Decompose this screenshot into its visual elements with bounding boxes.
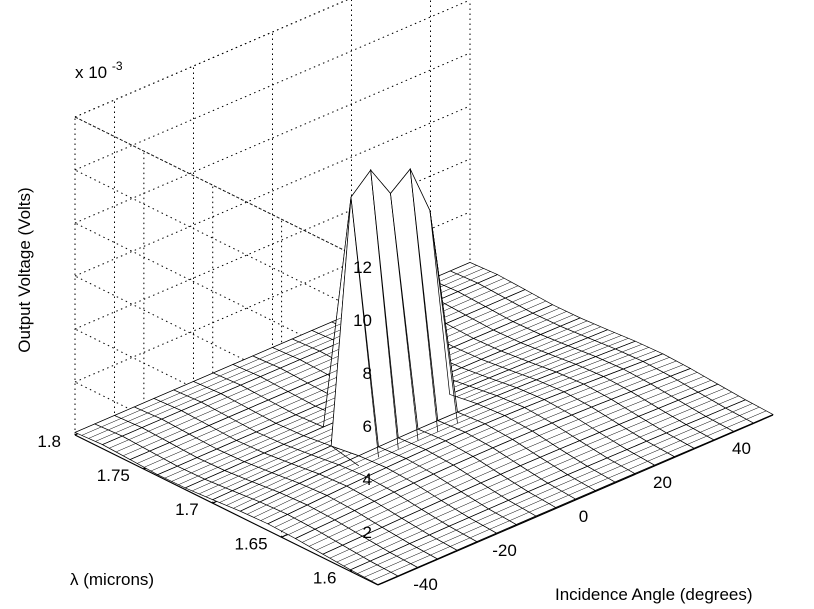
y-tick-label: 1.6 [313,568,337,587]
peak-edge [350,197,379,458]
surface-hatch-line [123,285,519,456]
y-tick-label: 1.75 [97,466,130,485]
surface-hatch-line [315,380,712,551]
surface-hatch-line [295,368,691,539]
surface-hatch-line [130,289,526,460]
surface-hatch-line [357,403,753,574]
z-tick-label: 4 [363,470,372,489]
surface-hatch-line [336,391,732,563]
tick-labels: 2 4 6 8 10 12 1.6 1.65 1.7 1.75 1.8 -40 -20 0 20 40 [37,258,751,594]
surface-hatch-line [253,347,650,518]
x-tick-label: 0 [579,507,588,526]
y-axis-line [74,434,379,586]
grid-line-z [74,0,349,118]
z-exponent-power: -3 [112,59,123,73]
surface-hatch-line [260,350,656,521]
x-tick-label: -40 [413,575,438,594]
x-tick-label: -20 [492,541,517,560]
peak-edge [429,210,458,424]
grid-line-z [74,211,471,383]
z-tick-label: 12 [353,258,372,277]
grid-line-z [74,105,471,277]
z-exponent-base: x 10 [75,63,107,82]
peak-edge [331,445,359,467]
surface-hatch-line [329,387,725,559]
surface-hatch-line [247,343,643,515]
x-axis-label: Incidence Angle (degrees) [555,585,753,604]
surface-hatch-line [371,410,767,582]
surface-hatch-line [274,357,670,528]
y-axis-label: λ (microns) [70,570,154,589]
z-tick-label: 6 [363,417,372,436]
surface-hatch-line [377,414,774,585]
y-tick-label: 1.65 [234,534,267,553]
surface-hatch-line [302,372,698,543]
z-axis-label: Output Voltage (Volts) [15,187,34,352]
surface-mesh [74,167,774,585]
surface-hatch-line [267,353,663,525]
z-tick-label: 2 [363,523,372,542]
peak-edge [390,193,419,441]
surface-hatch-line [288,364,684,535]
surface-hatch-line [136,293,533,464]
peak-face [429,210,479,413]
surface-hatch-line [116,281,512,453]
x-tick-label: 20 [653,473,672,492]
grid-line-z [74,116,379,268]
surface-hatch-line [322,383,718,555]
peak-edge [370,170,399,449]
grid-line-z [74,116,379,268]
x-tick-label: 40 [732,439,751,458]
grid-line-z [74,169,379,321]
grid-line-z [74,52,471,224]
z-tick-label: 8 [363,364,372,383]
z-tick-label: 10 [353,311,372,330]
peak-edge [409,169,439,432]
y-tick-label: 1.8 [37,432,61,451]
y-tick-label: 1.7 [175,500,199,519]
surface-hatch-line [308,376,705,547]
z-exponent-label: x 10 -3 [75,59,123,82]
surface-hatch-line [350,399,746,571]
surface-hatch-line [343,395,739,567]
surface-hatch-line [364,406,760,578]
surface-hatch-line [281,360,677,532]
